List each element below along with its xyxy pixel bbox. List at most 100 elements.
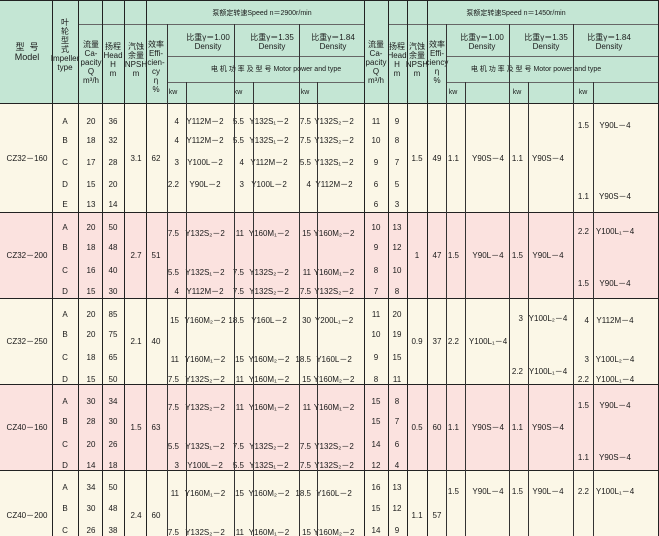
left-flow-value: 15	[86, 375, 96, 384]
right-head-value: 11	[392, 375, 402, 384]
right-motor-type: Y90S－4	[531, 423, 565, 432]
left-motor-kw: 7.5	[232, 287, 244, 296]
right-head-value: 12	[392, 243, 402, 252]
right-flow-value: 12	[371, 461, 381, 470]
header-subrule	[446, 82, 659, 83]
left-motor-kw: 11	[235, 375, 244, 384]
left-motor-kw: 4	[306, 180, 311, 189]
left-motor-type: Y112M－2	[186, 117, 224, 126]
left-efficiency-value: 40	[151, 337, 161, 346]
right-head-value: 7	[394, 158, 400, 167]
impeller-type-header: 叶 轮 型 式 Impeller type	[50, 18, 80, 72]
right-efficiency-value: 37	[432, 337, 442, 346]
impeller-type: D	[62, 180, 68, 189]
left-motor-type: Y160M₂－2	[313, 229, 355, 238]
group-band	[0, 470, 659, 536]
left-motor-kw: 2.2	[167, 180, 179, 189]
left-density-100-header: 比重γ＝1.00 Density	[186, 33, 230, 51]
header-subrule	[167, 82, 364, 83]
right-motor-kw: 1.1	[577, 453, 589, 462]
left-motor-type: Y100L－2	[187, 158, 223, 167]
right-flow-value: 10	[371, 136, 381, 145]
column-rule	[317, 82, 318, 536]
right-flow-value: 15	[371, 417, 381, 426]
left-motor-type: Y112M－2	[250, 158, 288, 167]
right-head-header: 扬程 Head H m	[387, 42, 407, 78]
left-motor-type: Y160M₂－2	[248, 355, 290, 364]
right-motor-kw: 2.2	[577, 227, 589, 236]
column-rule	[407, 0, 408, 536]
impeller-type: A	[62, 310, 68, 319]
left-motor-kw: 15	[302, 375, 311, 384]
right-kw-header-3: kw	[578, 89, 588, 96]
right-motor-type: Y100L₁－4	[595, 487, 635, 496]
right-flow-value: 10	[371, 330, 381, 339]
left-efficiency-value: 62	[151, 153, 161, 163]
right-head-value: 19	[392, 330, 402, 339]
left-motor-kw: 15	[235, 489, 244, 498]
left-kw-header-1: kw	[168, 89, 178, 96]
model-name: CZ40－160	[6, 423, 48, 432]
column-rule	[465, 82, 466, 536]
model-name: CZ32－200	[6, 251, 48, 260]
column-rule	[234, 24, 235, 536]
left-motor-type: Y132S₁－2	[249, 117, 289, 126]
left-flow-value: 20	[86, 440, 96, 449]
left-motor-type: Y132S₂－2	[314, 136, 354, 145]
right-motor-type: Y100L₁－4	[468, 337, 508, 346]
right-density-135-header: 比重γ＝1.35 Density	[524, 33, 568, 51]
left-motor-kw: 4	[239, 158, 244, 167]
left-head-value: 32	[108, 136, 118, 145]
left-motor-kw: 3	[174, 158, 179, 167]
left-density-184-header: 比重γ＝1.84 Density	[311, 33, 355, 51]
left-motor-kw: 7.5	[167, 375, 179, 384]
left-motor-type: Y160L－2	[316, 355, 352, 364]
left-npsh-header: 汽蚀 余量 NPSH m	[124, 42, 148, 78]
left-motor-type: Y132S₂－2	[249, 287, 289, 296]
left-flow-header: 流量 Ca- pacity Q m³/h	[80, 40, 102, 85]
right-npsh-value: 0.5	[411, 423, 423, 432]
left-npsh-value: 2.4	[130, 511, 142, 520]
group-band	[0, 384, 659, 470]
left-head-value: 30	[108, 287, 118, 296]
impeller-type: A	[62, 483, 68, 492]
left-head-value: 75	[108, 330, 118, 339]
column-rule	[528, 82, 529, 536]
column-rule	[102, 0, 103, 536]
right-head-value: 13	[392, 223, 402, 232]
header-band	[0, 0, 659, 103]
right-flow-value: 16	[371, 483, 381, 492]
right-motor-type: Y112M－4	[596, 316, 634, 325]
left-motor-type: Y132S₂－2	[249, 442, 289, 451]
left-motor-type: Y160M₁－2	[248, 375, 290, 384]
left-motor-type: Y132S₂－2	[314, 442, 354, 451]
right-efficiency-value: 49	[432, 153, 442, 163]
right-motor-type: Y90S－4	[598, 453, 632, 462]
left-motor-kw: 11	[302, 403, 311, 412]
left-head-header: 扬程 Head H m	[103, 42, 123, 78]
group-rule	[0, 212, 659, 213]
left-head-value: 85	[108, 310, 118, 319]
group-rule	[0, 470, 659, 471]
left-motor-kw: 4	[174, 117, 179, 126]
left-flow-value: 26	[86, 526, 96, 535]
right-npsh-value: 1	[414, 251, 420, 260]
left-flow-value: 18	[86, 243, 96, 252]
header-subrule	[78, 24, 364, 25]
right-motor-type: Y90L－4	[599, 279, 631, 288]
right-flow-value: 11	[371, 310, 381, 319]
impeller-type: B	[62, 330, 68, 339]
right-motor-type: Y100L₁－4	[595, 227, 635, 236]
left-motor-type: Y100L－2	[187, 461, 223, 470]
left-density-135-header: 比重γ＝1.35 Density	[250, 33, 294, 51]
left-kw-header-3: kw	[300, 89, 310, 96]
right-head-value: 9	[394, 117, 400, 126]
left-motor-type: Y132S₂－2	[185, 528, 225, 536]
model-header: 型 号 Model	[14, 42, 40, 62]
header-subrule	[388, 24, 659, 25]
right-flow-value: 14	[371, 440, 381, 449]
right-motor-type: Y90S－4	[598, 192, 632, 201]
right-flow-value: 9	[373, 243, 379, 252]
left-motor-kw: 11	[302, 268, 311, 277]
right-head-value: 8	[394, 287, 400, 296]
